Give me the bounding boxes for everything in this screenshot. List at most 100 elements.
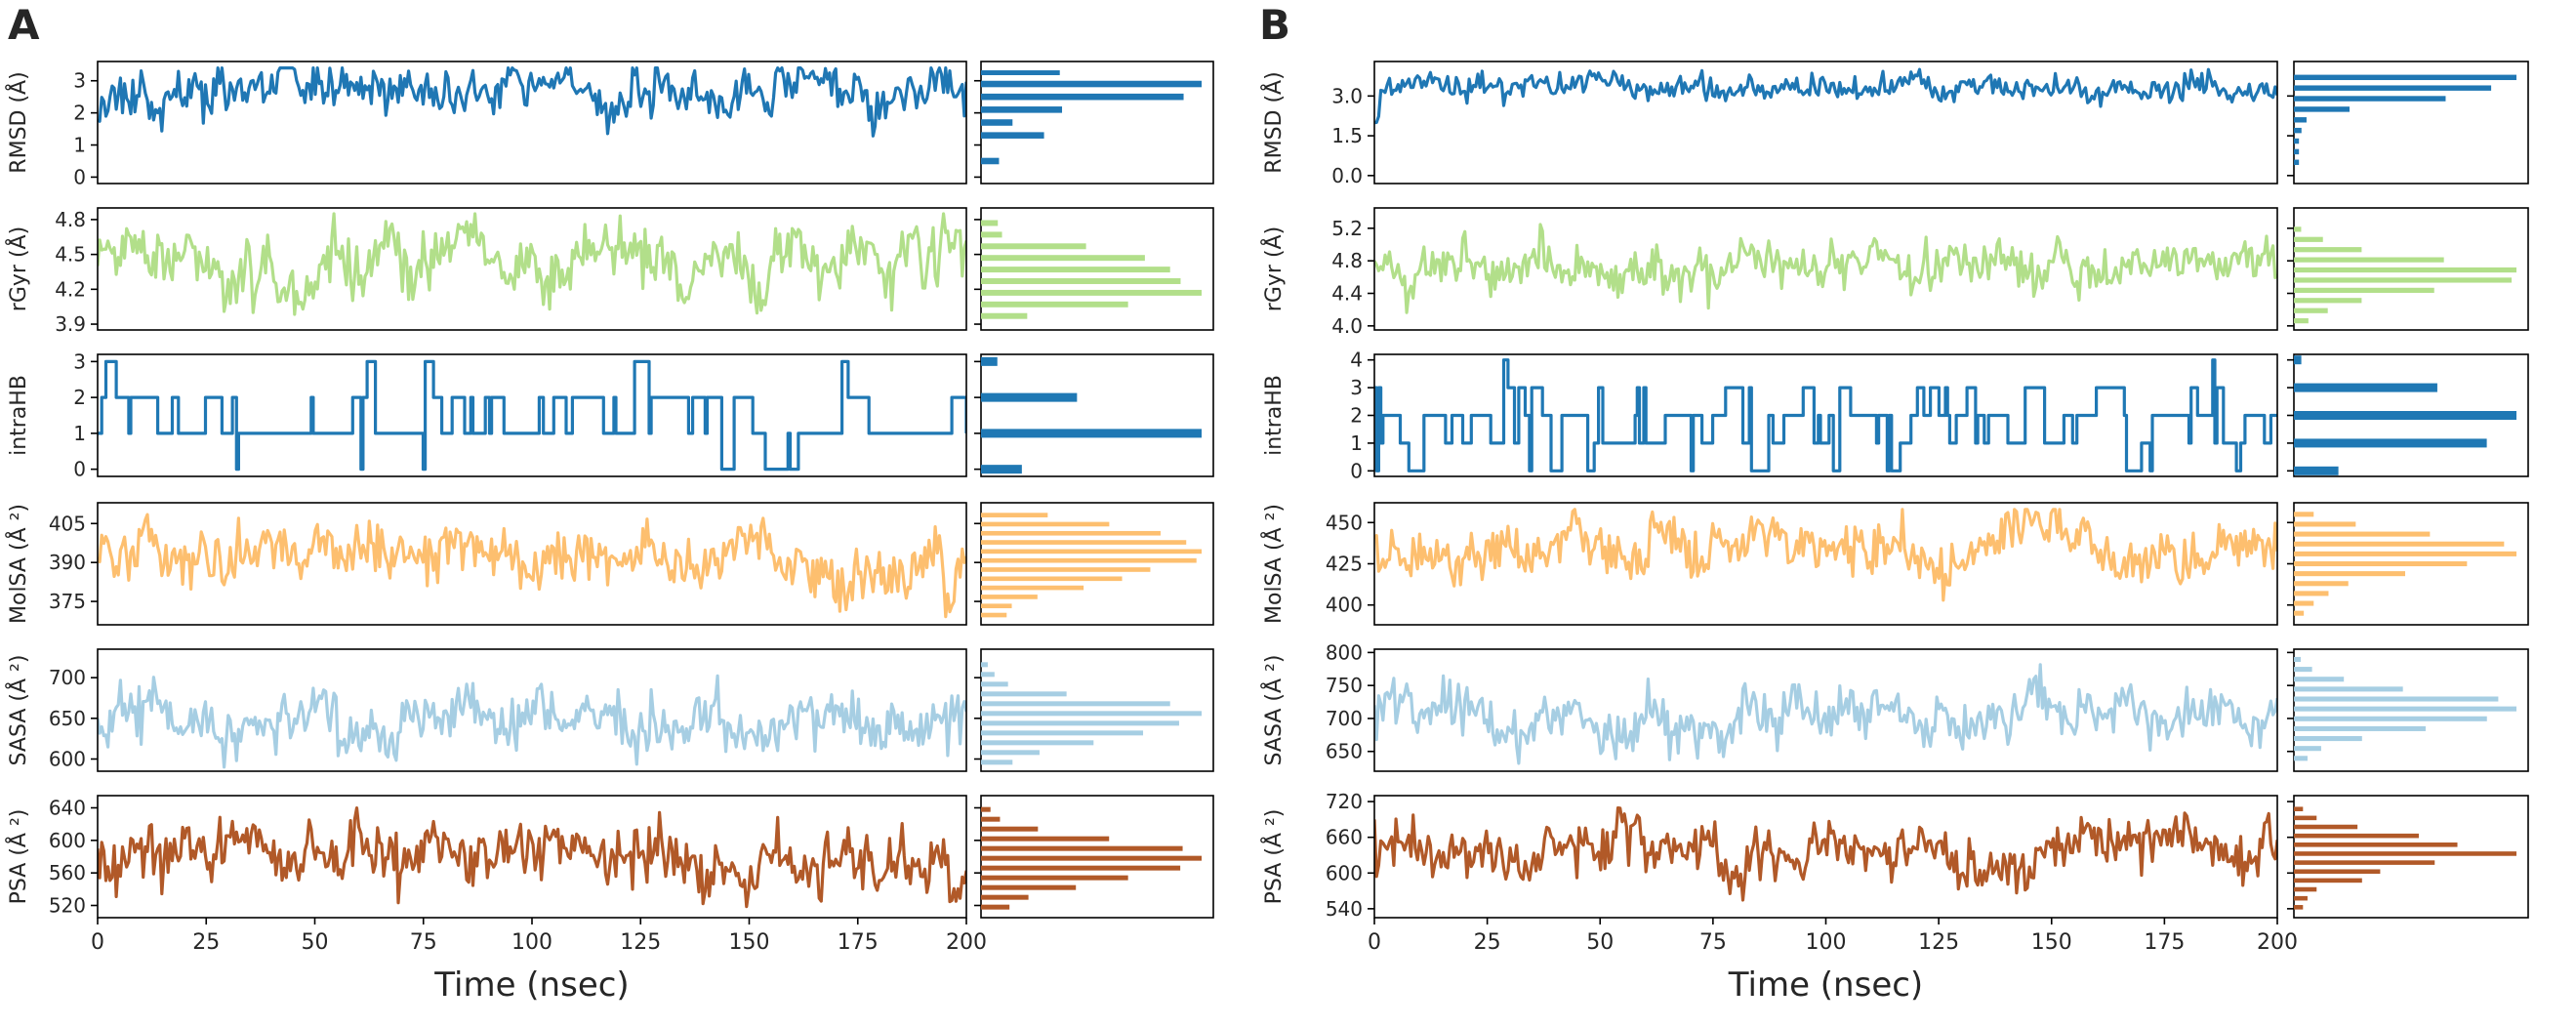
panel-a-xlabel: Time (nsec) [433, 965, 629, 1005]
panel-b-intrahb-hist-bar [2294, 355, 2302, 365]
panel-a-molsa-hist-bar [981, 540, 1187, 545]
panel-a-sasa-axes-frame [97, 648, 967, 772]
panel-a-rgyr-hist-bar [981, 267, 1170, 273]
panel-b-intrahb-hist-bar [2294, 438, 2487, 448]
panel-a-psa-hist-bar [981, 806, 991, 812]
panel-a-psa-ytick-label: 520 [49, 894, 86, 918]
panel-a-intrahb-ytick-label: 1 [73, 422, 86, 445]
panel-b-sasa-ylabel: SASA (Å ²) [1260, 655, 1287, 766]
panel-b-sasa-hist-bar [2294, 706, 2516, 712]
panel-a-psa-hist-bar [981, 904, 1010, 910]
panel-a-intrahb-ytick-label: 0 [73, 458, 86, 481]
panel-a-psa-ytick-label: 560 [49, 861, 86, 884]
panel-b-rmsd-hist-bar [2294, 74, 2516, 81]
panel-b-rmsd-hist-bar [2294, 138, 2300, 144]
panel-b-psa-ylabel: PSA (Å ²) [1260, 809, 1287, 905]
panel-a-rmsd-hist-bar [981, 70, 1060, 75]
panel-b-rgyr-hist-bar [2294, 287, 2434, 293]
panel-b-molsa-ytick-label: 450 [1326, 511, 1363, 534]
panel-a-sasa-ytick-label: 700 [49, 666, 86, 689]
panel-a-psa-hist-bar [981, 865, 1181, 871]
panel-b-sasa-hist-bar [2294, 677, 2345, 682]
panel-b-molsa-hist-bar [2294, 541, 2505, 547]
panel-a-xtick-label: 175 [838, 930, 879, 955]
panel-a-intrahb-hist-bar [981, 465, 1022, 474]
panel-a-molsa-hist-frame [980, 502, 1214, 626]
panel-a-rmsd-series [98, 66, 966, 138]
panel-a-rmsd-hist-bar [981, 106, 1063, 113]
panel-a-xtick-label: 100 [511, 930, 552, 955]
panel-a-sasa-hist-bar [981, 720, 1179, 726]
panel-b-sasa-hist-bar [2294, 736, 2362, 742]
panel-a-psa-hist-bar [981, 836, 1110, 842]
panel-b-rmsd-hist-bar [2294, 159, 2300, 165]
panel-b-rmsd-series [1374, 67, 2277, 125]
panel-a-molsa-ytick-label: 375 [49, 590, 86, 613]
panel-a-sasa-ytick-label: 650 [49, 707, 86, 730]
panel-a-molsa-ytick-label: 390 [49, 551, 86, 574]
panel-b-rgyr-hist-bar [2294, 257, 2444, 263]
panel-b-sasa-hist-bar [2294, 686, 2403, 692]
panel-a-molsa-ytick-label: 405 [49, 512, 86, 535]
panel-a-xtick-label: 150 [729, 930, 770, 955]
panel-b-rgyr-hist-bar [2294, 247, 2362, 253]
panel-a-rgyr-hist-bar [981, 220, 999, 226]
panel-b-sasa-hist-bar [2294, 667, 2312, 673]
panel-a-rmsd-ytick-label: 2 [73, 102, 86, 125]
panel-b-rgyr-ytick-label: 4.8 [1331, 249, 1363, 272]
panel-a-sasa-ytick-label: 600 [49, 748, 86, 771]
panel-b-molsa-hist-bar [2294, 560, 2468, 567]
panel-a-sasa-series [98, 674, 966, 769]
panel-b-rgyr-hist-bar [2294, 298, 2362, 304]
panel-a-psa-hist-bar [981, 816, 1001, 822]
panel-b-psa-hist-bar [2294, 815, 2317, 821]
panel-a-molsa-hist-bar [981, 612, 1007, 618]
panel-a-xtick-label: 200 [946, 930, 987, 955]
panel-a-sasa-hist-bar [981, 701, 1170, 707]
panel-b-molsa-series [1374, 508, 2277, 602]
panel-b-psa-ytick-label: 600 [1326, 861, 1363, 884]
panel-b-sasa-ytick-label: 800 [1326, 640, 1363, 664]
panel-a-intrahb-ytick-label: 2 [73, 386, 86, 409]
panel-a-rmsd-ytick-label: 3 [73, 69, 86, 93]
panel-a-rgyr-hist-bar [981, 312, 1028, 319]
panel-b-rgyr-hist-bar [2294, 236, 2323, 242]
panel-b-sasa-hist-bar [2294, 656, 2301, 663]
panel-b-intrahb-hist-bar [2294, 383, 2437, 392]
panel-b-rgyr-ytick-label: 4.4 [1331, 282, 1363, 306]
panel-b-molsa-hist-bar [2294, 591, 2329, 596]
panel-b-psa-ytick-label: 720 [1326, 790, 1363, 813]
panel-b-psa-ytick-label: 540 [1326, 897, 1363, 921]
panel-b-rgyr-ylabel: rGyr (Å) [1260, 226, 1287, 311]
panel-a-rgyr-hist-bar [981, 289, 1202, 296]
panel-b-psa-hist-bar [2294, 878, 2362, 883]
panel-b-psa-hist-bar [2294, 842, 2458, 847]
panel-b-intrahb-ytick-label: 0 [1350, 459, 1363, 482]
panel-b-sasa-hist-bar [2294, 725, 2426, 731]
panel-label-b: B [1259, 1, 1290, 49]
panel-b-sasa-hist-bar [2294, 716, 2487, 721]
panel-a-sasa-hist-bar [981, 672, 995, 678]
panel-b-sasa-ytick-label: 650 [1326, 740, 1363, 763]
panel-b-rgyr-hist-bar [2294, 267, 2516, 273]
panel-b-psa-hist-bar [2294, 806, 2304, 812]
panel-a-rmsd-ytick-label: 1 [73, 134, 86, 157]
panel-b-rgyr-ytick-label: 4.0 [1331, 314, 1363, 338]
panel-a-molsa-hist-bar [981, 576, 1123, 582]
panel-b-intrahb-hist-bar [2294, 466, 2339, 475]
panel-a-rgyr-series [98, 212, 966, 316]
panel-a-psa-ytick-label: 600 [49, 829, 86, 852]
panel-a-rgyr-hist-bar [981, 243, 1086, 250]
panel-b-xtick-label: 0 [1368, 930, 1381, 955]
panel-b-rgyr-hist-bar [2294, 308, 2328, 313]
panel-a-molsa-hist-bar [981, 513, 1048, 517]
panel-a-molsa-row: 375 390 405 MolSA (Å ²) [5, 502, 1214, 626]
panel-a-rmsd-hist-bar [981, 119, 1013, 126]
panel-b-psa-row: 540 600 660 720 PSA (Å ²) 0 25 50 75 100 125 150 175… [1260, 790, 2529, 1005]
panel-a-rgyr-ytick-label: 3.9 [55, 312, 86, 336]
panel-label-a: A [8, 1, 40, 49]
panel-a-intrahb-ylabel: intraHB [7, 375, 31, 456]
panel-a-molsa-hist-bar [981, 549, 1202, 555]
panel-a-intrahb-row: 0 1 2 3 intraHB [7, 349, 1214, 481]
